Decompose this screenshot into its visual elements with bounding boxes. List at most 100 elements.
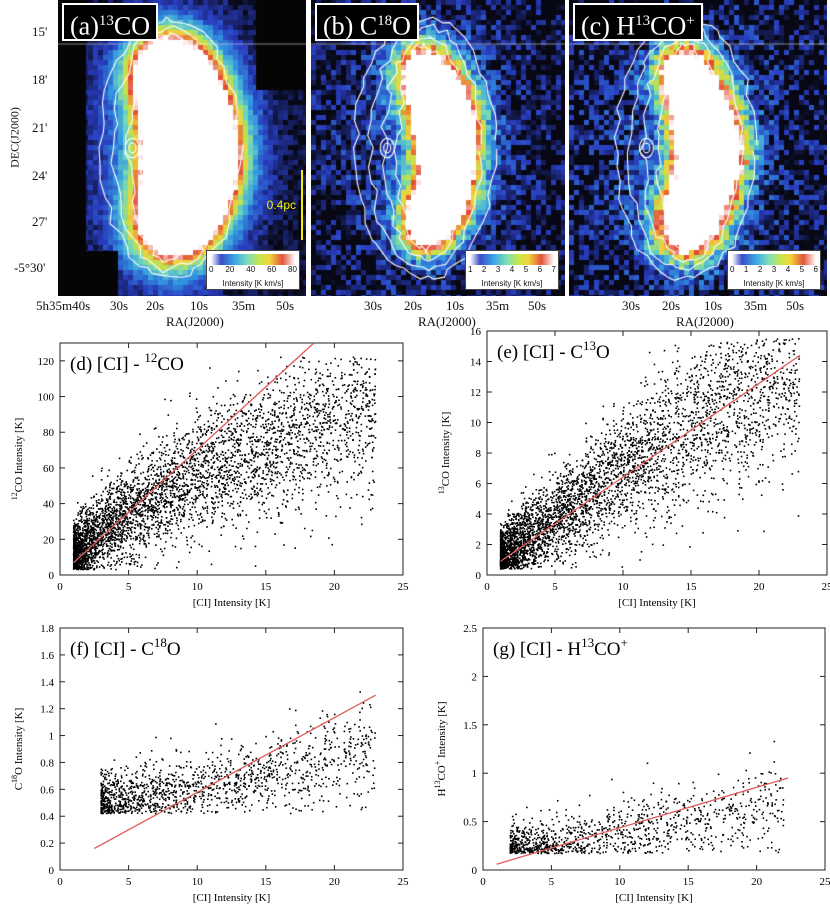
data-point xyxy=(136,494,139,497)
data-point xyxy=(75,538,78,541)
data-point xyxy=(289,461,292,464)
data-point xyxy=(95,529,98,532)
data-point xyxy=(119,497,121,499)
data-point xyxy=(615,476,618,479)
data-point xyxy=(529,518,532,520)
data-point xyxy=(722,424,725,426)
data-point xyxy=(228,464,231,466)
data-point xyxy=(119,534,122,537)
data-point xyxy=(128,509,130,512)
data-point xyxy=(220,493,223,496)
data-point xyxy=(308,424,311,427)
data-point xyxy=(169,480,171,483)
data-point xyxy=(77,554,80,556)
data-point xyxy=(615,460,617,462)
data-point xyxy=(118,490,121,493)
data-point xyxy=(183,514,185,516)
data-point xyxy=(139,523,142,525)
data-point xyxy=(274,438,277,441)
data-point xyxy=(229,397,232,400)
data-point xyxy=(135,513,137,516)
data-point xyxy=(181,499,184,501)
data-point xyxy=(272,495,275,497)
data-point xyxy=(740,487,743,489)
data-point xyxy=(213,445,216,448)
data-point xyxy=(160,475,163,477)
data-point xyxy=(94,546,97,548)
data-point xyxy=(332,439,335,442)
data-point xyxy=(543,551,545,553)
data-point xyxy=(607,529,609,531)
data-point xyxy=(292,475,294,477)
data-point xyxy=(91,543,93,546)
data-point xyxy=(729,469,732,472)
data-point xyxy=(80,560,83,563)
data-point xyxy=(674,514,676,516)
data-point xyxy=(289,479,291,482)
data-point xyxy=(247,427,249,430)
data-point xyxy=(86,568,88,571)
data-point xyxy=(153,506,156,509)
data-point xyxy=(107,540,110,542)
data-point xyxy=(88,519,90,522)
data-point xyxy=(333,458,336,461)
data-point xyxy=(301,366,304,369)
data-point xyxy=(371,419,373,421)
data-point xyxy=(74,546,77,549)
data-point xyxy=(332,444,334,447)
data-point xyxy=(692,472,694,474)
data-point xyxy=(707,443,710,446)
data-point xyxy=(122,547,125,549)
data-point xyxy=(294,488,296,491)
data-point xyxy=(180,495,183,498)
data-point xyxy=(222,477,224,479)
data-point xyxy=(280,406,282,409)
data-point xyxy=(229,477,231,480)
data-point xyxy=(289,391,292,394)
data-point xyxy=(293,450,295,452)
data-point xyxy=(121,524,124,527)
data-point xyxy=(157,524,159,526)
data-point xyxy=(290,443,293,445)
data-point xyxy=(82,557,85,560)
data-point xyxy=(197,480,199,482)
data-point xyxy=(204,501,207,504)
data-point xyxy=(207,429,210,431)
data-point xyxy=(325,467,328,470)
data-point xyxy=(121,557,123,560)
data-point xyxy=(275,375,278,378)
data-point xyxy=(346,456,349,458)
data-point xyxy=(341,470,344,473)
data-point xyxy=(176,442,179,445)
data-point xyxy=(165,482,168,484)
data-point xyxy=(661,410,664,412)
data-point xyxy=(358,472,360,475)
data-point xyxy=(204,507,206,509)
data-point xyxy=(374,420,377,423)
data-point xyxy=(169,523,171,525)
data-point xyxy=(139,513,141,515)
data-point xyxy=(766,360,769,363)
data-point xyxy=(211,521,214,523)
data-point xyxy=(665,427,667,430)
data-point xyxy=(187,447,190,450)
data-point xyxy=(197,473,200,476)
data-point xyxy=(319,483,322,486)
data-point xyxy=(168,464,171,466)
data-point xyxy=(286,400,289,402)
data-point xyxy=(283,400,286,402)
data-point xyxy=(781,361,784,364)
data-point xyxy=(108,515,111,518)
data-point xyxy=(293,391,295,394)
data-point xyxy=(252,477,255,479)
data-point xyxy=(261,477,263,480)
data-point xyxy=(125,540,127,542)
data-point xyxy=(334,429,337,431)
data-point xyxy=(115,491,117,494)
data-point xyxy=(152,452,155,455)
data-point xyxy=(312,423,315,425)
data-point xyxy=(120,558,122,560)
data-point xyxy=(169,510,172,513)
data-point xyxy=(202,460,205,463)
data-point xyxy=(74,564,77,567)
